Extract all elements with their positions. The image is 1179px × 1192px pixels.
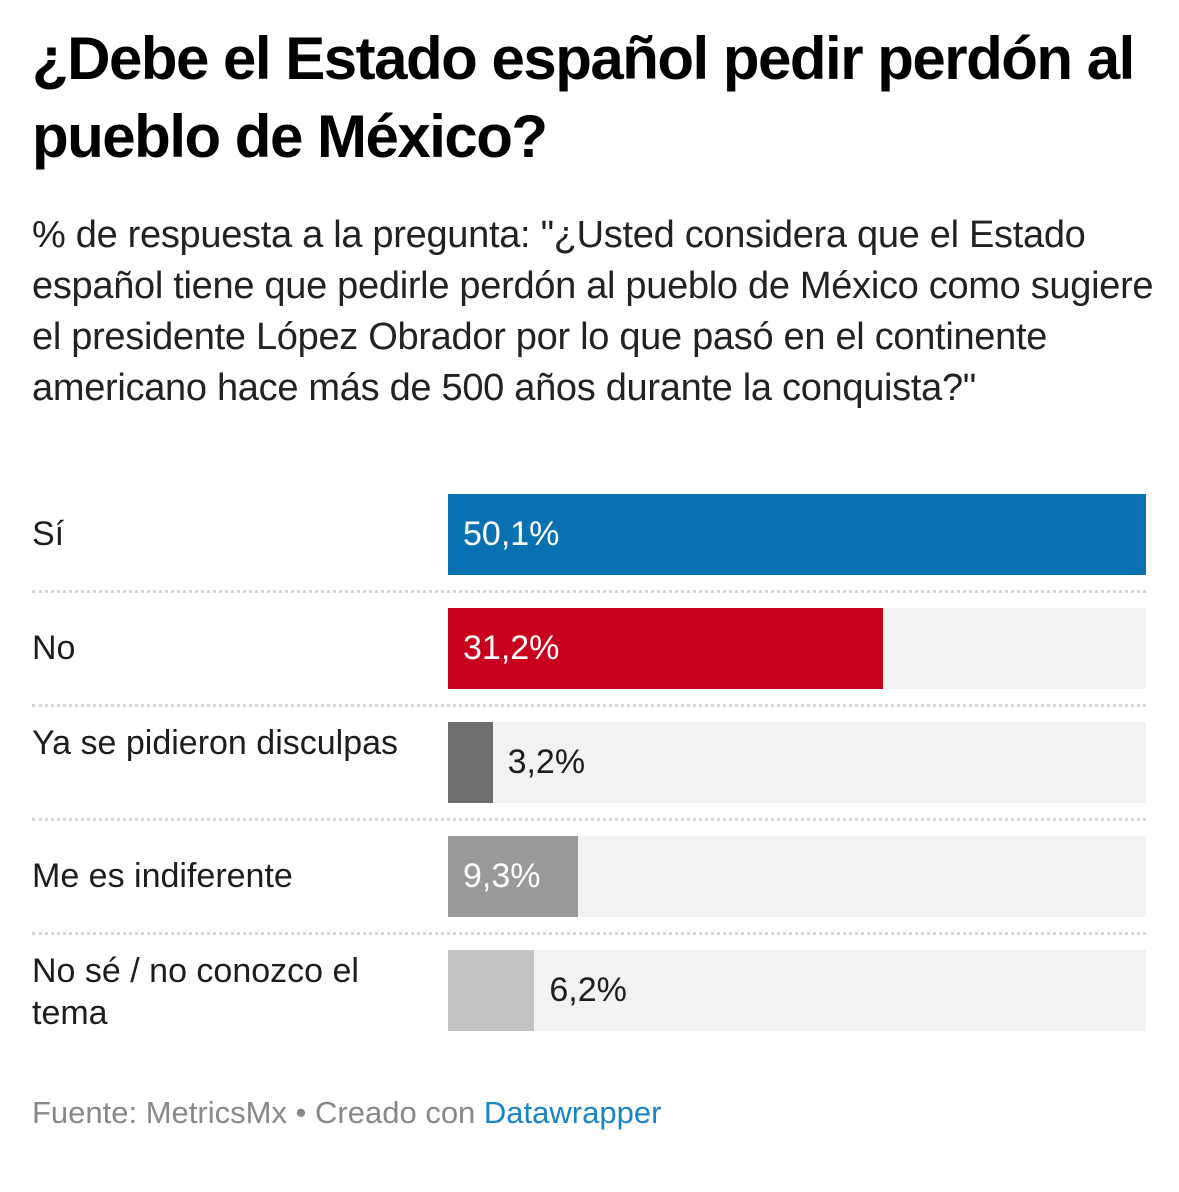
row-separator [32, 590, 1146, 593]
row-separator [32, 818, 1146, 821]
bar-chart: Sí 50,1% No 31,2% Ya se pidieron disculp… [32, 494, 1146, 1064]
category-label: Me es indiferente [32, 857, 293, 895]
category-label: Ya se pidieron disculpas [32, 724, 399, 762]
bar [448, 722, 493, 803]
bar-track: 31,2% [448, 608, 1146, 689]
bar [448, 608, 883, 689]
bar-row: Sí 50,1% [32, 494, 1146, 608]
bar [448, 836, 578, 917]
chart-title: ¿Debe el Estado español pedir perdón al … [32, 25, 1135, 170]
bar-track: 3,2% [448, 722, 1146, 803]
data-label: 31,2% [463, 629, 560, 667]
row-separator [32, 704, 1146, 707]
data-label: 3,2% [507, 743, 586, 781]
data-label: 50,1% [463, 515, 560, 553]
bar-track: 6,2% [448, 950, 1146, 1031]
bar-track: 50,1% [448, 494, 1146, 575]
category-label: No [32, 629, 76, 667]
bar-track: 9,3% [448, 836, 1146, 917]
bar [448, 494, 1146, 575]
category-label: Sí [32, 515, 65, 553]
chart-subtitle: % de respuesta a la pregunta: "¿Usted co… [32, 214, 1154, 409]
chart-footer: Fuente: MetricsMx • Creado con Datawrapp… [32, 1095, 661, 1131]
data-label: 6,2% [549, 971, 627, 1009]
datawrapper-link[interactable]: Datawrapper [483, 1095, 662, 1130]
source-note: Fuente: MetricsMx • Creado con [32, 1095, 484, 1130]
bar-row: Ya se pidieron disculpas 3,2% [32, 722, 1146, 836]
bar [448, 950, 535, 1031]
category-label: No sé / no conozco el tema [32, 952, 359, 1032]
row-separator [32, 932, 1146, 935]
bar-row: No 31,2% [32, 608, 1146, 722]
bar-row: Me es indiferente 9,3% [32, 836, 1146, 950]
bar-row: No sé / no conozco el tema 6,2% [32, 950, 1146, 1064]
data-label: 9,3% [463, 857, 541, 895]
